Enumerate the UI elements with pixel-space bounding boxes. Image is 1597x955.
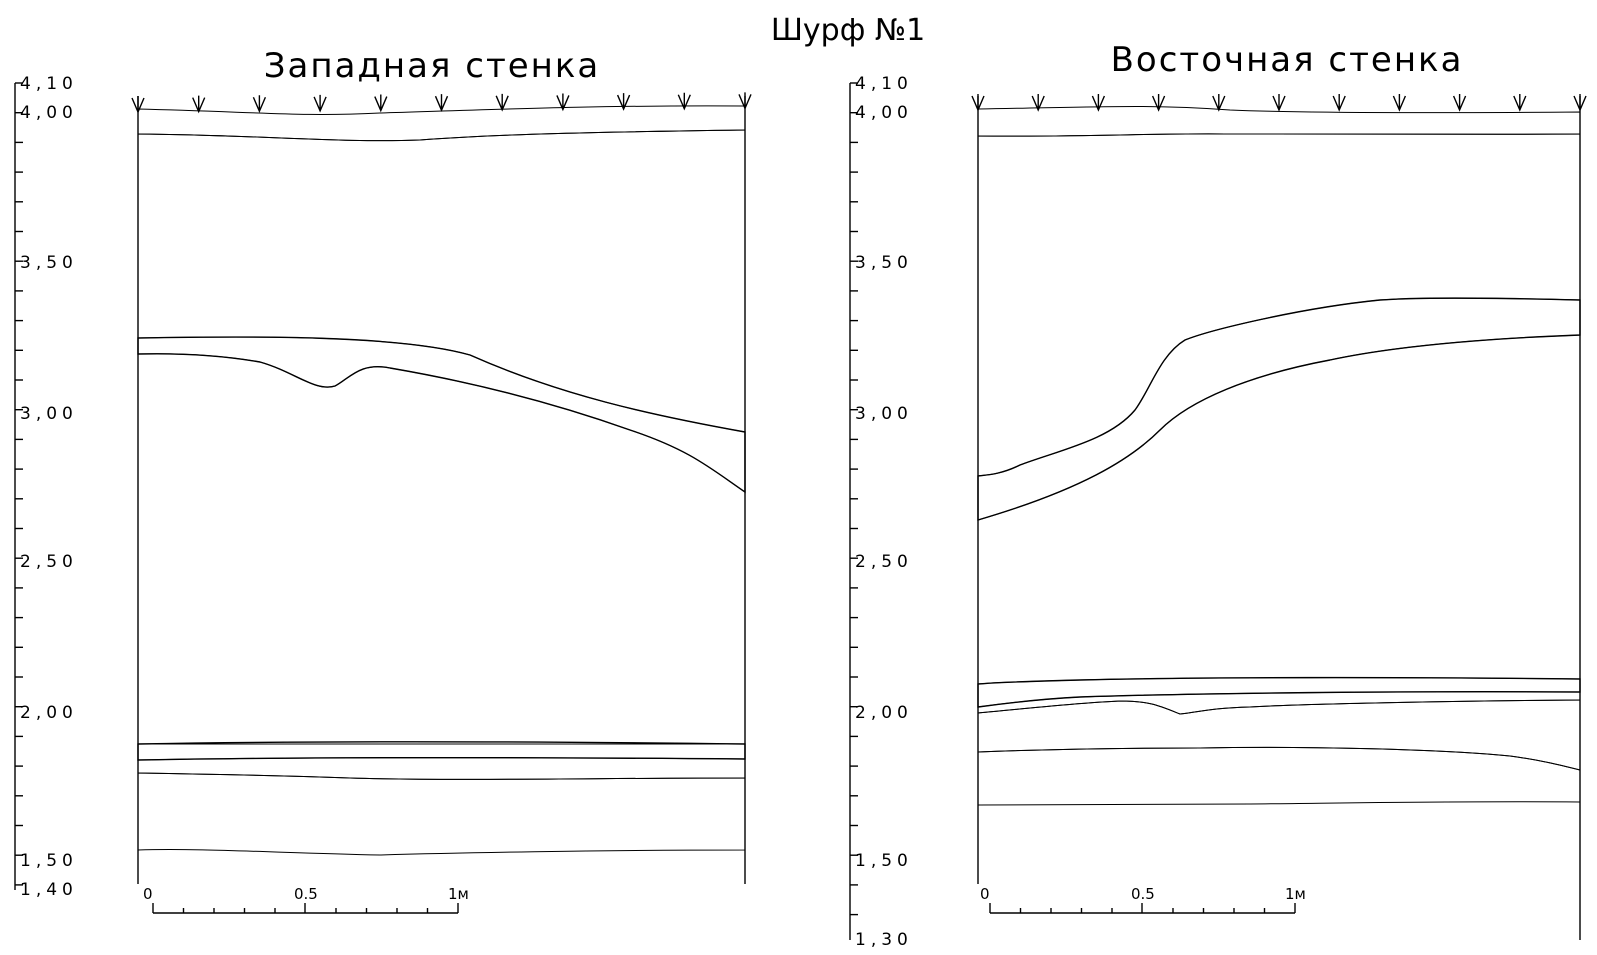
axis-label: 1,30	[855, 930, 913, 950]
surface-arrow	[434, 94, 449, 112]
sand-lens	[977, 297, 1581, 521]
clay-thin-layer	[977, 691, 1581, 715]
surface-arrow	[971, 94, 985, 112]
scale-label: 1м	[448, 885, 469, 903]
surface-arrow	[677, 92, 691, 111]
axis-label: 4,10	[855, 74, 913, 94]
axis-label: 1,50	[855, 851, 913, 871]
loam-layer-upper	[977, 133, 1581, 477]
axis-label: 2,00	[20, 703, 78, 723]
axis-label: 4,00	[855, 103, 913, 123]
surface-arrow	[131, 96, 145, 114]
axis-label: 3,50	[20, 253, 78, 273]
eastern-wall-section: Восточная стенка 4,10 4,00 3,50 3,00 2,5…	[849, 40, 1587, 950]
surface-arrow	[192, 95, 206, 114]
eastern-wall-title: Восточная стенка	[1111, 40, 1464, 80]
eastern-elevation-axis: 4,10 4,00 3,50 3,00 2,50 2,00 1,50 1,30	[849, 74, 913, 950]
surface-arrow	[616, 93, 631, 111]
scale-label: 0.5	[1131, 885, 1155, 903]
surface-arrow	[1091, 94, 1106, 112]
clay-layer	[137, 353, 746, 745]
axis-label: 4,00	[20, 103, 78, 123]
axis-label: 3,00	[20, 404, 78, 424]
loam-layer-upper	[137, 129, 746, 433]
surface-arrow	[1151, 94, 1166, 112]
silt-layer	[977, 699, 1581, 771]
surface-arrow	[1332, 94, 1346, 112]
scale-label: 0	[980, 885, 990, 903]
bedrock-layer	[137, 772, 746, 856]
western-elevation-axis: 4,10 4,00 3,50 3,00 2,50 2,00 1,50 1,40	[14, 74, 78, 900]
surface-arrow	[374, 94, 388, 113]
scale-label: 0.5	[294, 885, 318, 903]
clay-layer	[977, 334, 1581, 685]
axis-label: 2,00	[855, 703, 913, 723]
clay-thin-layer	[137, 757, 746, 780]
axis-label: 2,50	[855, 552, 913, 572]
surface-arrow	[313, 94, 327, 113]
surface-arrow	[1452, 94, 1467, 112]
axis-label: 3,00	[855, 404, 913, 424]
scale-label: 0	[143, 885, 153, 903]
surface-arrow	[1272, 94, 1286, 112]
bedrock-layer	[977, 746, 1581, 806]
axis-label: 4,10	[20, 74, 78, 94]
sand-lens	[137, 336, 746, 494]
drawing-title: Шурф №1	[771, 13, 925, 48]
scale-label: 1м	[1285, 885, 1306, 903]
surface-arrow	[1212, 94, 1226, 112]
surface-arrow	[556, 93, 570, 112]
surface-arrow	[1031, 94, 1045, 112]
western-scale-bar: 0 0.5 1м	[143, 885, 469, 914]
surface-arrow	[252, 95, 267, 114]
axis-label: 1,40	[20, 880, 78, 900]
western-wall-section: Западная стенка 4,10 4,00 3,50 3,00 2,50…	[14, 46, 752, 914]
surface-arrow	[1392, 94, 1407, 112]
axis-label: 3,50	[855, 253, 913, 273]
surface-arrow	[1513, 94, 1527, 112]
surface-arrow	[738, 92, 752, 111]
western-wall-title: Западная стенка	[264, 46, 601, 86]
surface-markers	[131, 92, 752, 114]
axis-label: 1,50	[20, 851, 78, 871]
eastern-scale-bar: 0 0.5 1м	[980, 885, 1306, 914]
surface-markers	[971, 94, 1587, 112]
surface-arrow	[1573, 94, 1587, 112]
axis-label: 2,50	[20, 552, 78, 572]
surface-arrow	[495, 93, 509, 112]
